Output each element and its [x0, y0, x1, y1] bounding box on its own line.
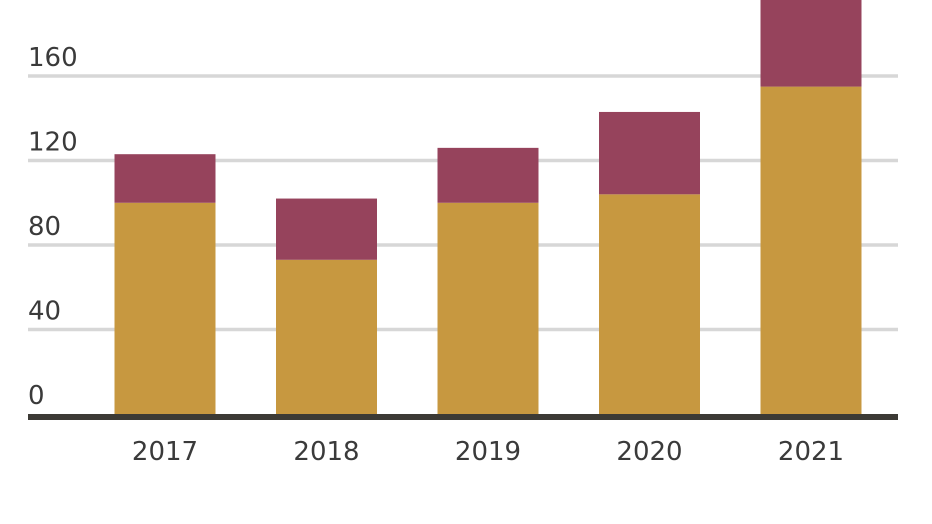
- y-tick-label: 160: [28, 43, 78, 73]
- bar-2021-segment-2: [760, 0, 862, 87]
- y-tick-label: 40: [28, 297, 61, 327]
- bar-2020-segment-2: [599, 111, 700, 195]
- y-tick-label: 80: [28, 212, 61, 242]
- y-tick-label: 0: [28, 381, 45, 411]
- bar-2018-segment-2: [276, 198, 377, 260]
- x-tick-label-2017: 2017: [132, 437, 198, 467]
- x-tick-label-2021: 2021: [778, 437, 844, 467]
- bar-2020-segment-1: [599, 194, 700, 414]
- bar-2021-segment-1: [760, 86, 862, 414]
- y-tick-label: 120: [28, 128, 78, 158]
- bar-2018-segment-1: [276, 259, 377, 414]
- x-axis-tick-labels: 2017 2018 2019 2020 2021: [132, 437, 844, 467]
- bar-2019-segment-1: [437, 202, 539, 414]
- bar-2019-segment-2: [437, 147, 539, 203]
- baseline: [28, 414, 898, 420]
- y-axis-tick-labels: 0 40 80 120 160: [28, 43, 78, 411]
- bar-2017-segment-2: [114, 154, 216, 203]
- x-tick-label-2020: 2020: [616, 437, 682, 467]
- bars: [114, 0, 862, 414]
- x-tick-label-2019: 2019: [455, 437, 521, 467]
- x-tick-label-2018: 2018: [293, 437, 359, 467]
- x-axis-baseline: [28, 414, 898, 420]
- bar-2017-segment-1: [114, 202, 216, 414]
